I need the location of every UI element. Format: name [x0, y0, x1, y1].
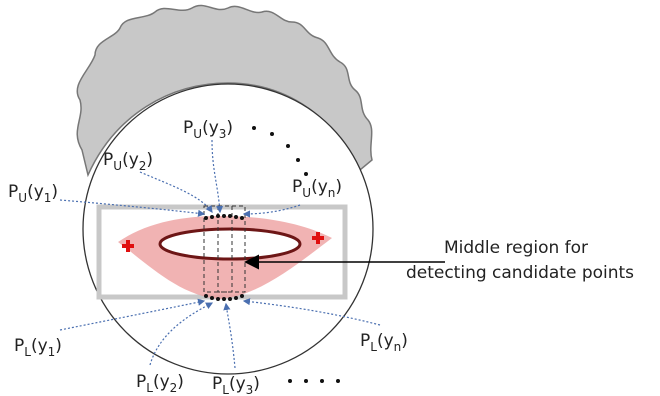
label-part: 2	[139, 159, 147, 173]
label-part: (y	[311, 177, 328, 197]
label-part: P	[14, 336, 24, 356]
label-part: P	[103, 150, 113, 170]
point-label: PL(y3)	[212, 374, 260, 396]
label-part: P	[136, 372, 146, 392]
point-label: PL(yn)	[360, 331, 408, 354]
label-part: n	[328, 186, 336, 200]
label-part: )	[253, 374, 260, 394]
label-part: P	[292, 177, 302, 197]
label-part: P	[8, 182, 18, 202]
label-part: U	[18, 191, 27, 205]
diagram: Middle region for detecting candidate po…	[0, 0, 660, 396]
label-part: (y	[377, 331, 394, 351]
point-label: PL(y2)	[136, 372, 184, 395]
label-part: 1	[44, 191, 52, 205]
label-part: U	[302, 186, 311, 200]
label-part: U	[193, 127, 202, 141]
label-part: (y	[153, 372, 170, 392]
annotation-line: Middle region for	[444, 238, 588, 258]
label-part: (y	[229, 374, 246, 394]
point-label: PU(y1)	[8, 182, 58, 205]
label-part: 2	[170, 381, 178, 395]
label-part: )	[55, 336, 62, 356]
label-part: (y	[202, 118, 219, 138]
label-part: (y	[31, 336, 48, 356]
label-part: (y	[27, 182, 44, 202]
label-part: )	[146, 150, 153, 170]
label-part: P	[183, 118, 193, 138]
label-part: U	[113, 159, 122, 173]
label-part: 3	[246, 383, 254, 396]
label-part: (y	[122, 150, 139, 170]
label-part: )	[335, 177, 342, 197]
label-part: )	[177, 372, 184, 392]
point-label: PU(y2)	[103, 150, 153, 173]
point-label: PU(y3)	[183, 118, 233, 141]
label-part: 1	[48, 345, 56, 359]
label-part: )	[51, 182, 58, 202]
point-label: PU(yn)	[292, 177, 342, 200]
label-part: P	[212, 374, 222, 394]
label-part: P	[360, 331, 370, 351]
point-label: PL(y1)	[14, 336, 62, 359]
label-part: )	[226, 118, 233, 138]
label-part: n	[394, 340, 402, 354]
annotation-line: detecting candidate points	[406, 263, 634, 283]
eye-outline	[160, 229, 300, 259]
label-part: )	[401, 331, 408, 351]
label-part: 3	[219, 127, 227, 141]
